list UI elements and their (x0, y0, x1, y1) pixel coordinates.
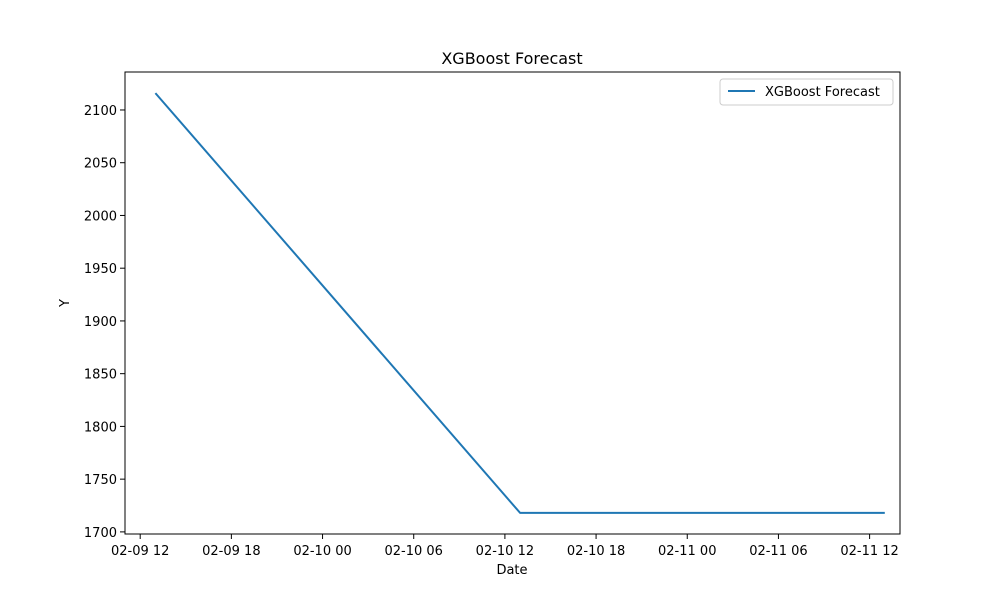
y-tick-label: 1700 (84, 526, 117, 541)
y-tick-label: 1850 (84, 368, 117, 383)
x-axis-label: Date (496, 563, 527, 578)
x-tick-label: 02-10 06 (384, 544, 442, 559)
legend-box (719, 78, 894, 106)
x-tick-label: 02-11 06 (749, 544, 807, 559)
y-tick-label: 1750 (84, 473, 117, 488)
series-line-0 (154, 92, 885, 514)
y-axis-ticks: 1700 1750 1800 1850 1900 1950 2000 2050 2100 (84, 104, 125, 541)
y-tick-label: 2100 (84, 104, 117, 119)
y-tick-label: 2000 (84, 209, 117, 224)
y-tick-label: 1800 (84, 420, 117, 435)
x-tick-label: 02-11 12 (840, 544, 898, 559)
y-axis-label: Y (58, 299, 73, 308)
x-axis-ticks: 02-09 12 02-09 18 02-10 00 02-10 06 02-10 12… (111, 534, 899, 559)
y-tick-label: 1950 (84, 262, 117, 277)
x-tick-label: 02-10 00 (293, 544, 351, 559)
x-tick-label: 02-09 12 (111, 544, 169, 559)
plot-area (125, 72, 900, 534)
plot-frame (124, 71, 901, 535)
series-layer (154, 92, 885, 514)
x-tick-label: 02-09 18 (202, 544, 260, 559)
chart-title: XGBoost Forecast (441, 49, 582, 68)
legend-label: XGBoost Forecast (765, 85, 880, 100)
x-tick-label: 02-10 12 (476, 544, 534, 559)
y-tick-label: 1900 (84, 315, 117, 330)
legend: XGBoost Forecast (719, 78, 894, 106)
y-tick-label: 2050 (84, 157, 117, 172)
x-tick-label: 02-10 18 (567, 544, 625, 559)
x-tick-label: 02-11 00 (658, 544, 716, 559)
